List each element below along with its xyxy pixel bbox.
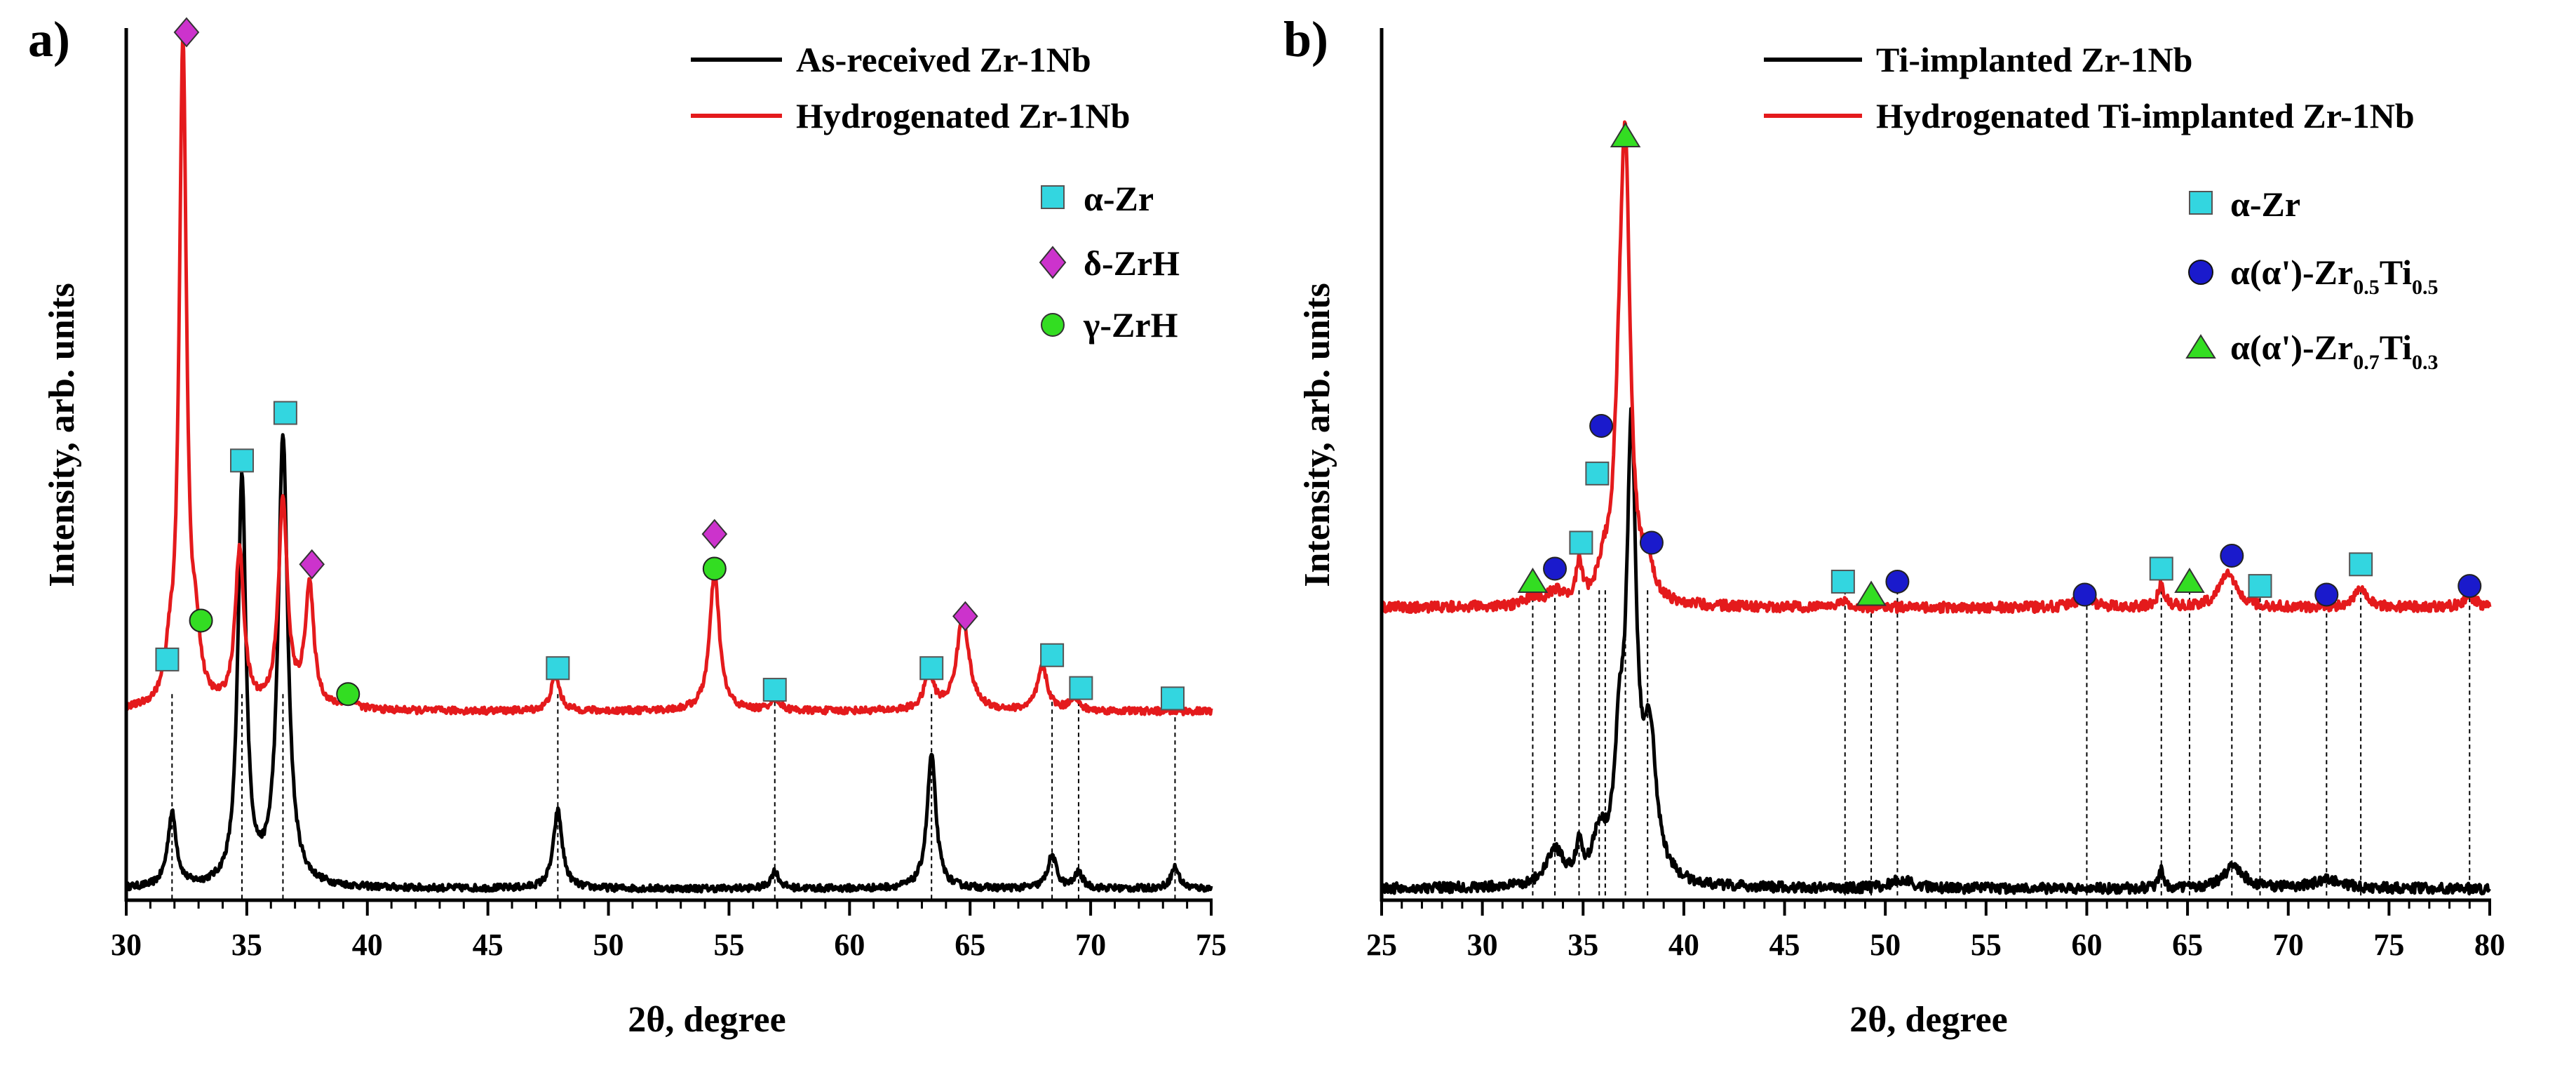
phase-marker-a-1-2: [701, 519, 728, 549]
phase-marker-a-2-2: [702, 556, 727, 581]
phase-marker-b-1-1: [1543, 556, 1567, 581]
panel-a-label: a): [28, 11, 70, 67]
x-tick-label-a-45: 45: [473, 928, 504, 962]
x-tick-label-a-60: 60: [834, 928, 865, 962]
legend-alpha-zr-square-icon: [1041, 185, 1065, 209]
phase-marker-a-0-8: [1160, 686, 1185, 711]
phase-marker-a-0-5: [919, 656, 944, 681]
x-tick-label-b-50: 50: [1870, 928, 1901, 962]
phase-marker-b-1-3: [1885, 569, 1910, 594]
phase-marker-b-2-1: [1517, 568, 1549, 593]
legend-gamma-zrh: γ-ZrH: [1083, 305, 1178, 345]
legend-b-alpha-zr-square-icon: [2189, 191, 2213, 215]
phase-marker-b-1-6: [2314, 582, 2339, 607]
legend-b-zr07ti03-triangle-icon: [2185, 334, 2216, 359]
x-tick-label-b-75: 75: [2373, 928, 2404, 962]
x-tick-label-b-60: 60: [2071, 928, 2102, 962]
phase-marker-b-0-0: [1585, 461, 1610, 486]
x-tick-label-b-80: 80: [2474, 928, 2505, 962]
phase-marker-b-0-5: [2349, 552, 2373, 577]
legend-delta-zrh-diamond-icon: [1039, 246, 1067, 279]
x-tick-label-a-65: 65: [955, 928, 985, 962]
phase-marker-b-2-3: [2174, 568, 2205, 593]
x-tick-label-b-35: 35: [1567, 928, 1598, 962]
x-tick-label-b-45: 45: [1769, 928, 1800, 962]
x-tick-label-b-30: 30: [1467, 928, 1498, 962]
panel-b-y-axis-title: Intensity, arb. units: [1297, 283, 1337, 587]
legend-alpha-zr: α-Zr: [1084, 179, 1154, 218]
series-line-b-1: [1380, 120, 2492, 615]
phase-marker-b-1-2: [1639, 530, 1664, 555]
panel-a-x-axis-title: 2θ, degree: [628, 1000, 785, 1040]
legend-hydrogenated-ti: Hydrogenated Ti-implanted Zr-1Nb: [1876, 96, 2415, 135]
phase-marker-b-1-4: [2072, 582, 2097, 607]
phase-marker-b-1-5: [2220, 543, 2244, 568]
phase-marker-b-0-1: [1569, 530, 1593, 555]
panel-b: b) Intensity, arb. units 2θ, degree 25 30…: [1283, 11, 2505, 1040]
legend-b-zr05ti05: α(α')-Zr0.5Ti0.5: [2230, 253, 2439, 299]
panel-a-dashed-guides: [171, 694, 1176, 900]
x-tick-label-b-25: 25: [1366, 928, 1397, 962]
panel-b-phase-markers: [1517, 122, 2482, 607]
phase-marker-b-0-3: [2149, 556, 2173, 581]
panel-b-series: [1380, 120, 2492, 896]
panel-b-legend: Ti-implanted Zr-1Nb Hydrogenated Ti-impl…: [1764, 40, 2439, 374]
legend-hydrogenated: Hydrogenated Zr-1Nb: [796, 96, 1130, 135]
panel-b-x-axis-title: 2θ, degree: [1849, 1000, 2007, 1040]
legend-gamma-zrh-circle-icon: [1041, 313, 1065, 337]
phase-marker-b-1-7: [2457, 574, 2482, 598]
phase-marker-a-0-7: [1069, 676, 1093, 700]
panel-a-phase-markers: [155, 17, 1185, 711]
phase-marker-a-0-0: [155, 647, 180, 671]
legend-as-received: As-received Zr-1Nb: [796, 40, 1091, 79]
panel-a-series: [124, 32, 1213, 894]
x-tick-label-a-55: 55: [713, 928, 744, 962]
panel-b-axes: 25 30 35 40 45 50 55 60 65 70 75 80: [1366, 28, 2505, 962]
phase-marker-a-1-3: [952, 601, 978, 631]
panel-a-legend: As-received Zr-1Nb Hydrogenated Zr-1Nb α…: [691, 40, 1180, 345]
phase-marker-b-0-4: [2248, 574, 2272, 598]
phase-marker-a-0-6: [1040, 643, 1065, 667]
panel-a-axes: 30 35 40 45 50 55 60 65 70 75: [111, 28, 1227, 962]
x-tick-label-b-65: 65: [2172, 928, 2203, 962]
phase-marker-a-0-3: [546, 656, 570, 681]
phase-marker-a-0-4: [762, 678, 787, 702]
series-line-a-0: [124, 433, 1213, 894]
phase-marker-a-1-1: [299, 549, 325, 580]
x-tick-label-a-50: 50: [593, 928, 624, 962]
legend-ti-implanted: Ti-implanted Zr-1Nb: [1876, 40, 2192, 79]
x-tick-label-a-75: 75: [1196, 928, 1227, 962]
phase-marker-a-2-0: [189, 608, 213, 633]
x-tick-label-a-40: 40: [352, 928, 383, 962]
legend-b-alpha-zr: α-Zr: [2230, 185, 2300, 224]
panel-b-label: b): [1283, 11, 1328, 67]
legend-b-zr07ti03: α(α')-Zr0.7Ti0.3: [2230, 328, 2439, 374]
panel-a-y-axis-title: Intensity, arb. units: [42, 283, 82, 587]
phase-marker-b-2-2: [1856, 580, 1887, 606]
phase-marker-b-1-0: [1589, 414, 1614, 439]
phase-marker-a-0-1: [230, 448, 255, 473]
phase-marker-b-0-2: [1830, 569, 1855, 594]
panel-a: a) Intensity, arb. units 2θ, degree 30 35…: [28, 11, 1227, 1040]
phase-marker-b-2-0: [1610, 122, 1641, 147]
phase-marker-a-0-2: [273, 401, 297, 425]
phase-marker-a-1-0: [173, 17, 200, 48]
x-tick-label-b-40: 40: [1668, 928, 1699, 962]
legend-delta-zrh: δ-ZrH: [1084, 243, 1180, 283]
x-tick-label-a-30: 30: [111, 928, 142, 962]
phase-marker-a-2-1: [336, 682, 360, 707]
x-tick-label-b-70: 70: [2273, 928, 2304, 962]
series-line-a-1: [124, 32, 1213, 716]
legend-b-zr05ti05-circle-icon: [2188, 260, 2213, 285]
x-tick-label-a-70: 70: [1075, 928, 1106, 962]
series-line-b-0: [1380, 407, 2491, 896]
x-tick-label-a-35: 35: [231, 928, 262, 962]
x-tick-label-b-55: 55: [1971, 928, 2002, 962]
panel-b-dashed-guides: [1532, 590, 2471, 900]
